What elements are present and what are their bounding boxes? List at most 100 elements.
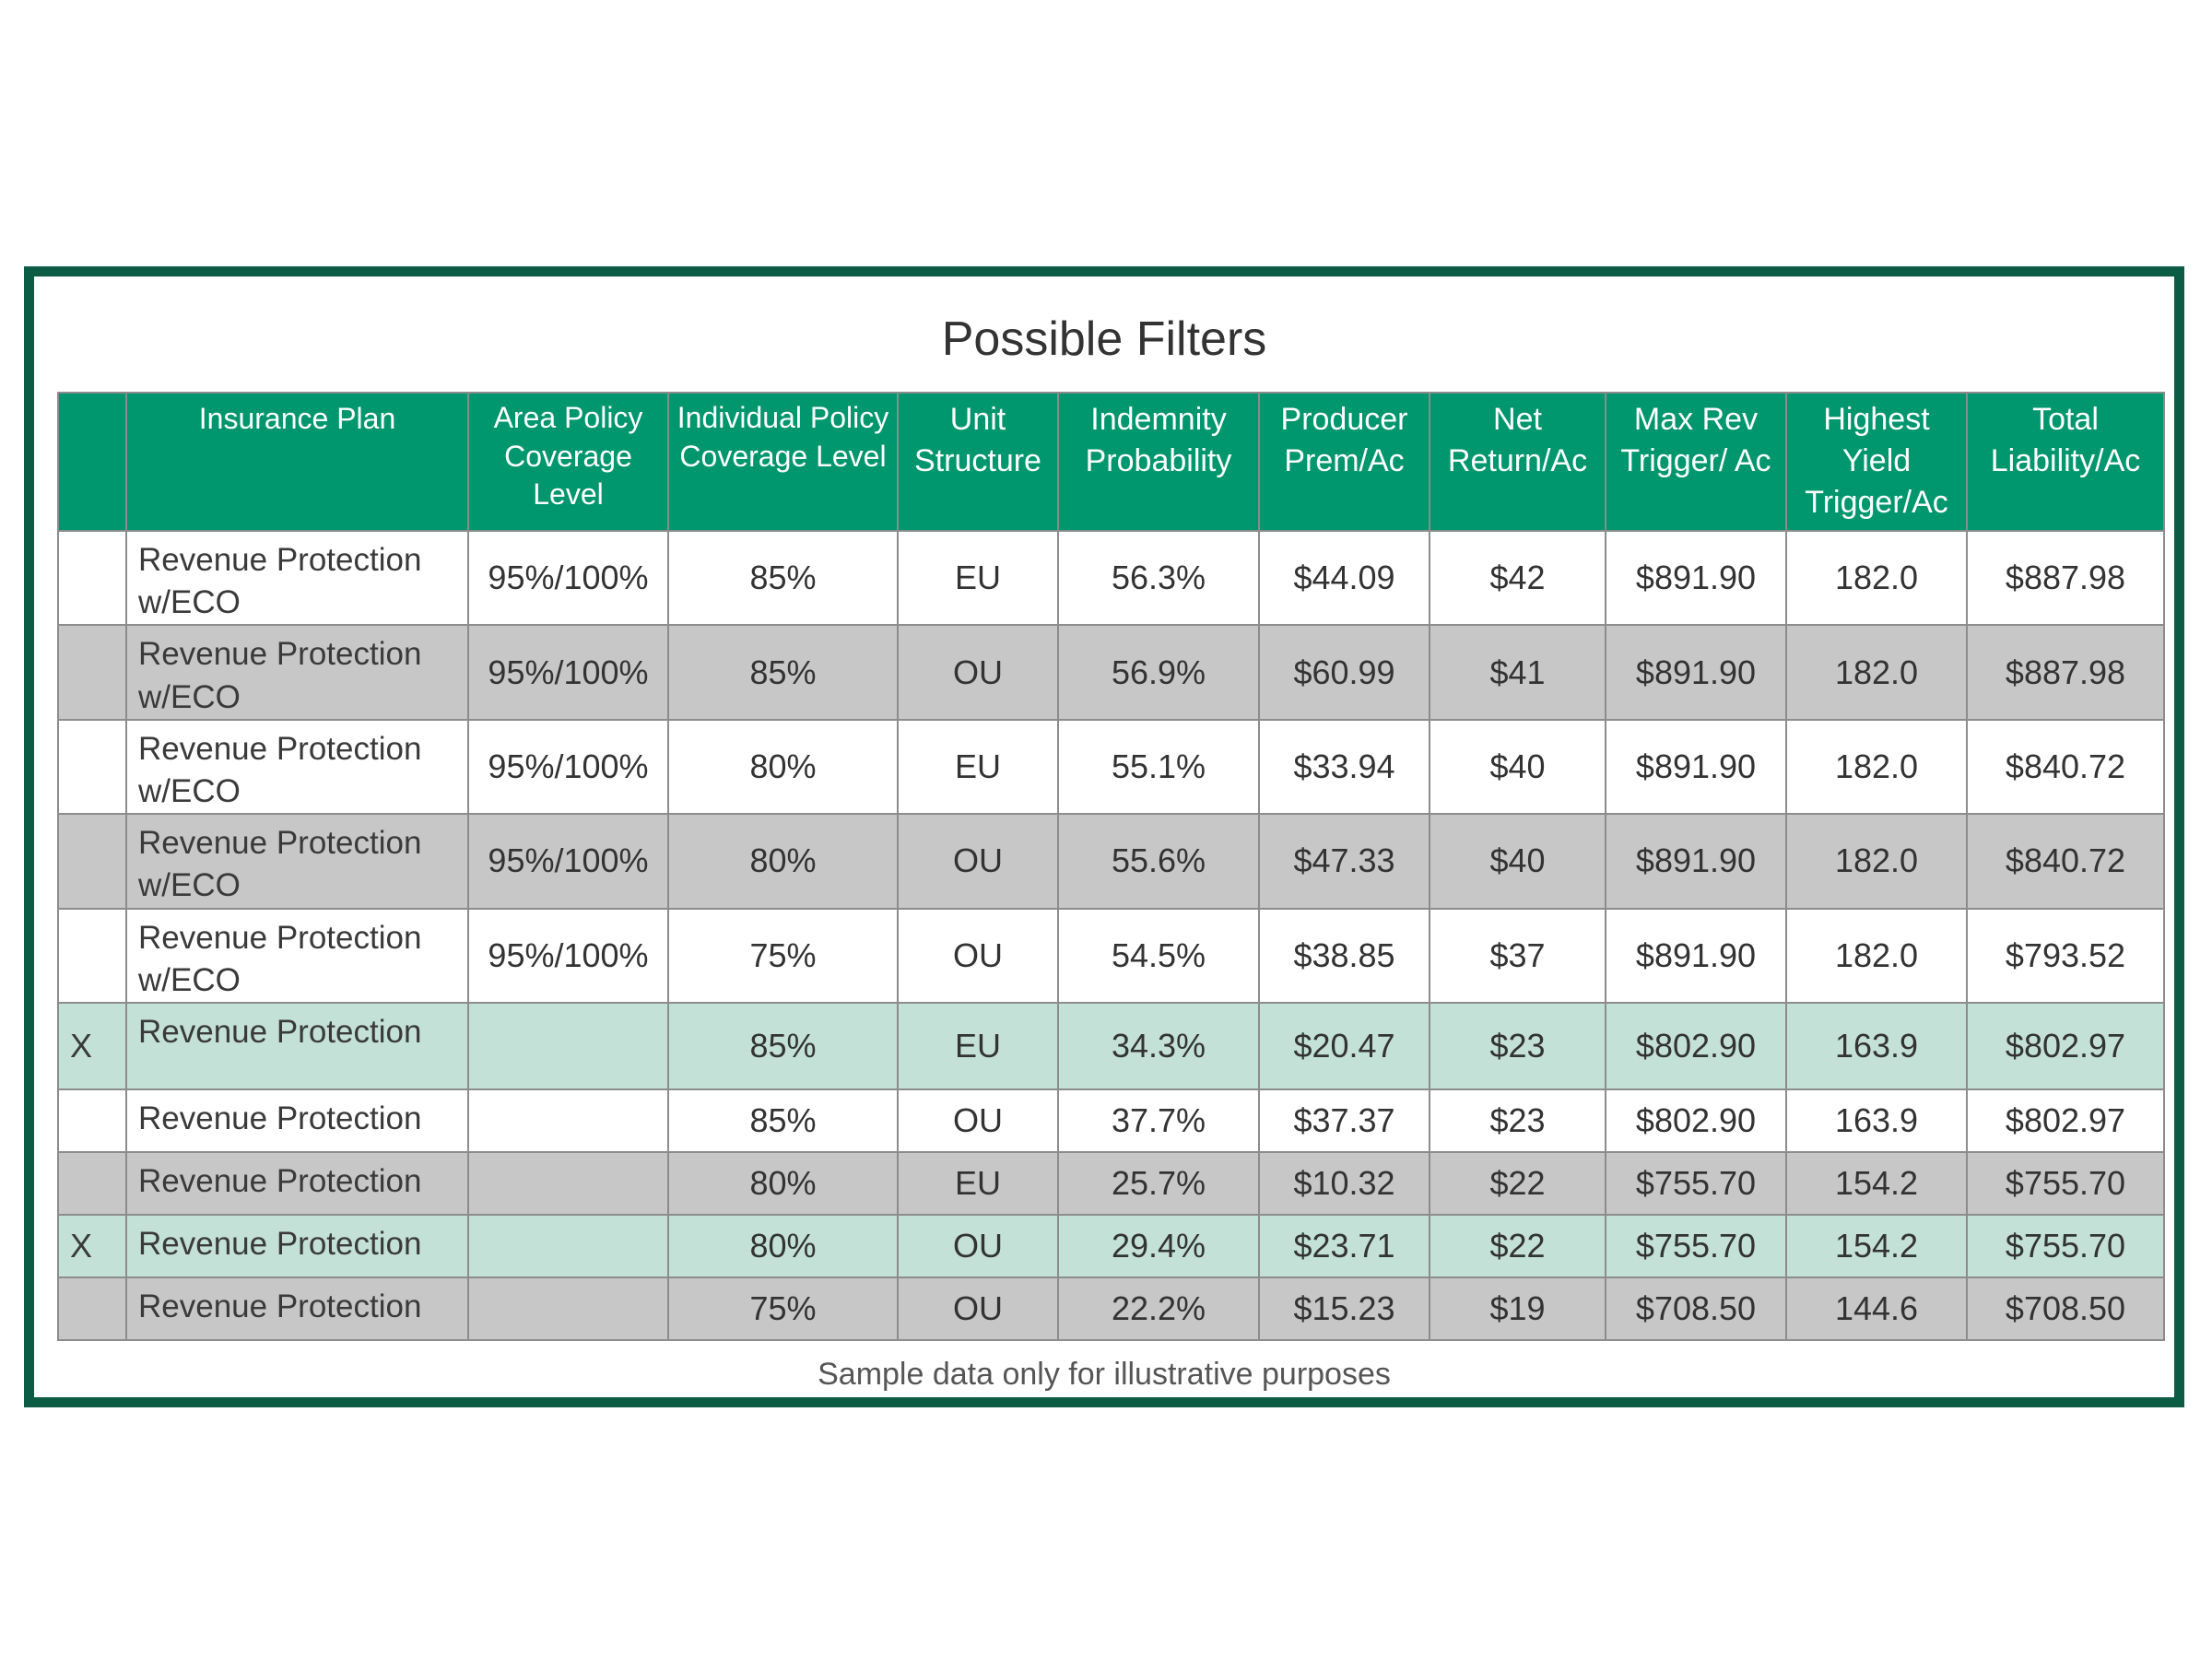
cell-highest-yield-trigger: 182.0 — [1785, 813, 1968, 910]
cell-unit-structure: OU — [897, 1276, 1059, 1341]
cell-max-rev-trigger: $802.90 — [1605, 1001, 1787, 1090]
cell-individual-policy-coverage: 80% — [667, 813, 899, 910]
cell-insurance-plan: Revenue Protection — [125, 1001, 469, 1090]
cell-individual-policy-coverage: 75% — [667, 907, 899, 1004]
cell-insurance-plan: Revenue Protection — [125, 1213, 469, 1278]
cell-max-rev-trigger: $891.90 — [1605, 813, 1787, 910]
cell-insurance-plan: Revenue Protection — [125, 1088, 469, 1153]
row-select-marker — [57, 718, 127, 816]
table-row[interactable]: Revenue Protection w/ECO 95%/100% 85% OU… — [57, 624, 2165, 721]
row-select-marker — [57, 1150, 127, 1216]
row-select-marker — [57, 1088, 127, 1153]
cell-net-return: $41 — [1429, 624, 1606, 721]
cell-area-policy-coverage — [467, 1150, 669, 1216]
cell-indemnity-probability: 34.3% — [1057, 1001, 1260, 1090]
cell-producer-prem: $60.99 — [1258, 624, 1430, 721]
cell-producer-prem: $10.32 — [1258, 1150, 1430, 1216]
cell-total-liability: $755.70 — [1966, 1150, 2165, 1216]
panel-title: Possible Filters — [941, 312, 1267, 366]
cell-area-policy-coverage — [467, 1276, 669, 1341]
cell-unit-structure: OU — [897, 1088, 1059, 1153]
cell-unit-structure: EU — [897, 1001, 1059, 1090]
cell-insurance-plan: Revenue Protection — [125, 1276, 469, 1341]
cell-area-policy-coverage: 95%/100% — [467, 907, 669, 1004]
cell-insurance-plan: Revenue Protection w/ECO — [125, 718, 469, 816]
cell-net-return: $23 — [1429, 1001, 1606, 1090]
cell-max-rev-trigger: $891.90 — [1605, 907, 1787, 1004]
cell-individual-policy-coverage: 85% — [667, 1088, 899, 1153]
cell-individual-policy-coverage: 85% — [667, 529, 899, 627]
column-header-select — [57, 392, 127, 532]
cell-individual-policy-coverage: 80% — [667, 718, 899, 816]
column-header-highest-yield-trigger: Highest Yield Trigger/Ac — [1785, 392, 1968, 532]
cell-indemnity-probability: 56.9% — [1057, 624, 1260, 721]
cell-highest-yield-trigger: 144.6 — [1785, 1276, 1968, 1341]
cell-net-return: $42 — [1429, 529, 1606, 627]
cell-highest-yield-trigger: 182.0 — [1785, 718, 1968, 816]
column-header-total-liability: Total Liability/Ac — [1966, 392, 2165, 532]
table-row[interactable]: Revenue Protection 75% OU 22.2% $15.23 $… — [57, 1276, 2165, 1341]
cell-highest-yield-trigger: 163.9 — [1785, 1001, 1968, 1090]
cell-highest-yield-trigger: 154.2 — [1785, 1213, 1968, 1278]
table-row[interactable]: Revenue Protection 80% EU 25.7% $10.32 $… — [57, 1150, 2165, 1216]
cell-producer-prem: $37.37 — [1258, 1088, 1430, 1153]
cell-total-liability: $887.98 — [1966, 624, 2165, 721]
cell-unit-structure: OU — [897, 907, 1059, 1004]
cell-individual-policy-coverage: 80% — [667, 1150, 899, 1216]
table-row[interactable]: Revenue Protection 85% OU 37.7% $37.37 $… — [57, 1088, 2165, 1153]
filters-panel: Possible Filters Insurance Plan Area Pol… — [24, 266, 2184, 1407]
row-select-marker — [57, 907, 127, 1004]
cell-producer-prem: $47.33 — [1258, 813, 1430, 910]
column-header-producer-prem: Producer Prem/Ac — [1258, 392, 1430, 532]
cell-unit-structure: OU — [897, 1213, 1059, 1278]
table-row[interactable]: Revenue Protection w/ECO 95%/100% 80% EU… — [57, 718, 2165, 816]
cell-area-policy-coverage — [467, 1213, 669, 1278]
cell-total-liability: $840.72 — [1966, 718, 2165, 816]
cell-area-policy-coverage — [467, 1001, 669, 1090]
column-header-net-return: Net Return/Ac — [1429, 392, 1606, 532]
cell-max-rev-trigger: $802.90 — [1605, 1088, 1787, 1153]
row-select-marker — [57, 624, 127, 721]
cell-producer-prem: $20.47 — [1258, 1001, 1430, 1090]
cell-indemnity-probability: 29.4% — [1057, 1213, 1260, 1278]
cell-net-return: $22 — [1429, 1150, 1606, 1216]
cell-area-policy-coverage: 95%/100% — [467, 718, 669, 816]
cell-unit-structure: EU — [897, 529, 1059, 627]
cell-indemnity-probability: 55.1% — [1057, 718, 1260, 816]
cell-net-return: $40 — [1429, 718, 1606, 816]
cell-indemnity-probability: 54.5% — [1057, 907, 1260, 1004]
cell-total-liability: $802.97 — [1966, 1001, 2165, 1090]
table-row[interactable]: Revenue Protection w/ECO 95%/100% 85% EU… — [57, 529, 2165, 627]
cell-max-rev-trigger: $891.90 — [1605, 529, 1787, 627]
cell-individual-policy-coverage: 85% — [667, 1001, 899, 1090]
table-header-row: Insurance Plan Area Policy Coverage Leve… — [57, 392, 2165, 532]
cell-area-policy-coverage: 95%/100% — [467, 624, 669, 721]
cell-max-rev-trigger: $708.50 — [1605, 1276, 1787, 1341]
cell-max-rev-trigger: $755.70 — [1605, 1213, 1787, 1278]
cell-max-rev-trigger: $891.90 — [1605, 718, 1787, 816]
cell-total-liability: $793.52 — [1966, 907, 2165, 1004]
cell-insurance-plan: Revenue Protection w/ECO — [125, 624, 469, 721]
row-select-marker — [57, 1276, 127, 1341]
cell-indemnity-probability: 22.2% — [1057, 1276, 1260, 1341]
row-select-marker — [57, 813, 127, 910]
row-select-marker — [57, 529, 127, 627]
cell-unit-structure: OU — [897, 624, 1059, 721]
cell-highest-yield-trigger: 182.0 — [1785, 907, 1968, 1004]
cell-insurance-plan: Revenue Protection w/ECO — [125, 529, 469, 627]
cell-highest-yield-trigger: 182.0 — [1785, 529, 1968, 627]
cell-total-liability: $755.70 — [1966, 1213, 2165, 1278]
column-header-area-policy-coverage: Area Policy Coverage Level — [467, 392, 669, 532]
cell-total-liability: $887.98 — [1966, 529, 2165, 627]
cell-producer-prem: $33.94 — [1258, 718, 1430, 816]
cell-area-policy-coverage: 95%/100% — [467, 813, 669, 910]
table-row[interactable]: Revenue Protection w/ECO 95%/100% 75% OU… — [57, 907, 2165, 1004]
table-row[interactable]: Revenue Protection w/ECO 95%/100% 80% OU… — [57, 813, 2165, 910]
table-row[interactable]: X Revenue Protection 85% EU 34.3% $20.47… — [57, 1001, 2165, 1090]
cell-net-return: $40 — [1429, 813, 1606, 910]
table-row[interactable]: X Revenue Protection 80% OU 29.4% $23.71… — [57, 1213, 2165, 1278]
column-header-insurance-plan: Insurance Plan — [125, 392, 469, 532]
cell-unit-structure: EU — [897, 718, 1059, 816]
cell-insurance-plan: Revenue Protection — [125, 1150, 469, 1216]
cell-indemnity-probability: 25.7% — [1057, 1150, 1260, 1216]
